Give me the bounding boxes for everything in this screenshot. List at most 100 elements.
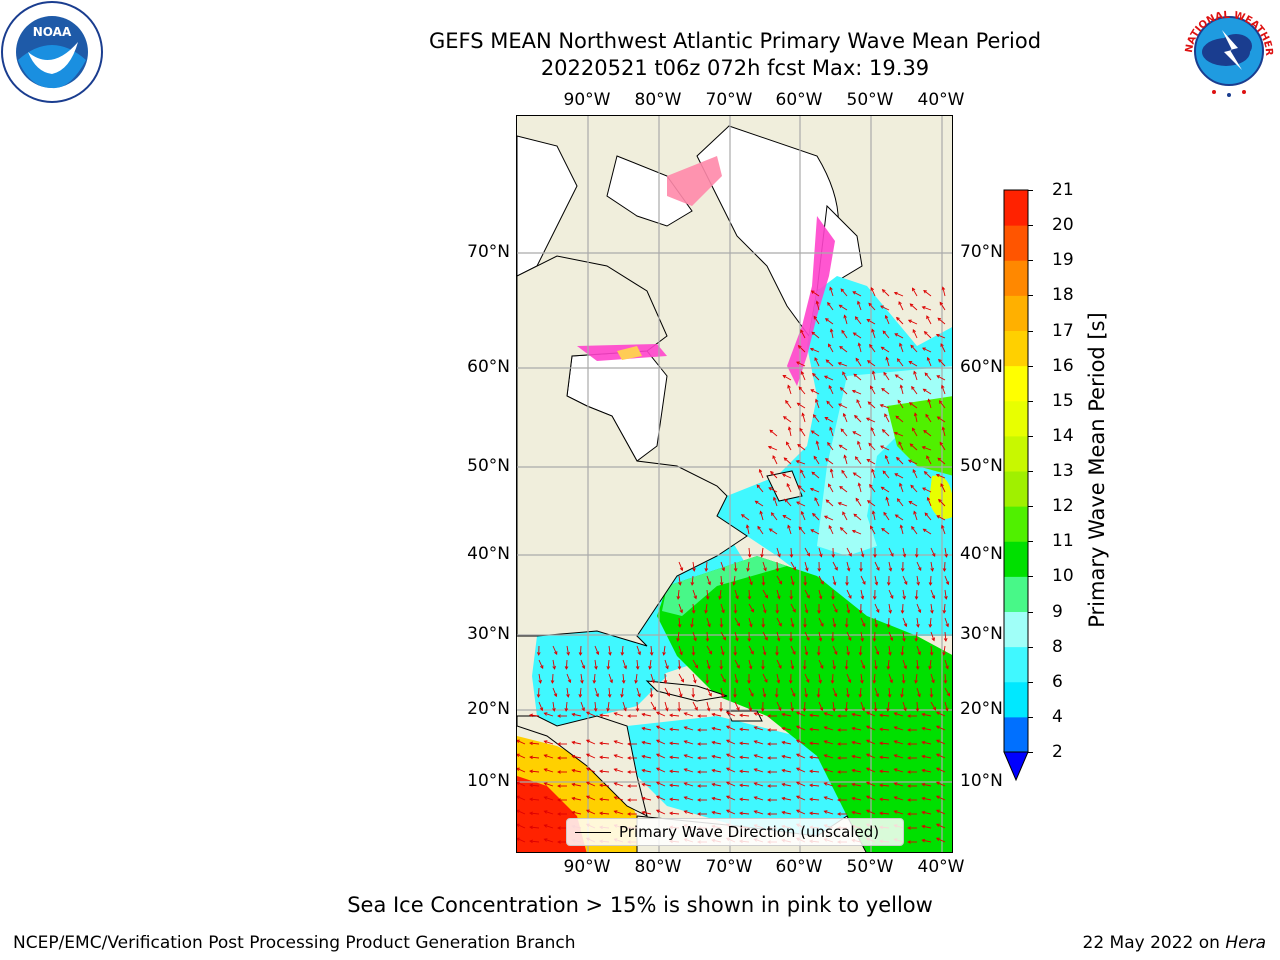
wave-arrow [855, 498, 862, 507]
wave-arrow-head [683, 768, 688, 772]
wave-arrow [852, 755, 862, 759]
wave-arrow [824, 417, 834, 423]
wave-arrow [899, 483, 904, 493]
wave-arrow-head [936, 416, 941, 420]
wave-arrow [874, 575, 878, 585]
wave-arrow-head [827, 441, 831, 446]
wave-arrow [872, 371, 876, 381]
wave-arrow-head [829, 468, 834, 473]
lat-label-right-10n: 10°N [960, 771, 1003, 791]
wave-arrow [894, 333, 904, 339]
wave-arrow [882, 289, 890, 297]
wave-arrow [894, 754, 904, 759]
lon-label-bottom-60w: 60°W [775, 857, 823, 877]
wave-arrow [762, 645, 766, 655]
wave-arrow-head [778, 580, 782, 585]
wave-arrow-head [585, 753, 590, 757]
wave-arrow-head [607, 694, 612, 698]
lon-label-bottom-70w: 70°W [705, 857, 753, 877]
wave-arrow-head [866, 319, 871, 323]
wave-arrow [734, 603, 737, 614]
wave-arrow-head [879, 713, 883, 718]
wave-arrow [747, 561, 750, 571]
wave-arrow-head [697, 798, 701, 802]
wave-arrow [692, 673, 696, 683]
wave-arrow [860, 547, 864, 557]
wave-arrow-head [606, 707, 610, 712]
wave-arrow [815, 399, 820, 409]
wave-arrow-head [753, 796, 758, 800]
wave-arrow-head [691, 694, 696, 698]
wave-arrow-head [733, 694, 737, 698]
wave-arrow [866, 795, 876, 801]
wave-arrow-head [899, 384, 904, 389]
wave-arrow [790, 687, 796, 697]
wave-arrow-head [693, 637, 697, 642]
wave-arrow-head [754, 500, 759, 505]
wave-arrow [565, 659, 568, 670]
wave-arrow-head [837, 502, 842, 506]
wave-arrow [798, 386, 806, 395]
wave-arrow [798, 345, 806, 353]
lat-label-right-60n: 60°N [960, 357, 1003, 377]
wave-arrow-head [773, 496, 777, 501]
wave-arrow-head [790, 707, 794, 712]
wave-arrow [894, 726, 904, 731]
wave-arrow-head [897, 399, 902, 404]
wave-arrow-head [865, 795, 870, 799]
wave-arrow [814, 357, 820, 367]
wave-arrow [726, 725, 736, 731]
wave-arrow-head [747, 554, 752, 558]
wave-arrow-head [599, 741, 603, 746]
wave-arrow-head [649, 652, 654, 656]
wave-arrow-head [828, 483, 832, 488]
wave-arrow [812, 373, 820, 381]
wave-arrow-head [613, 712, 618, 716]
wave-arrow [739, 756, 750, 759]
wave-arrow [936, 823, 946, 829]
wave-arrow-head [683, 754, 688, 758]
legend-line-icon [575, 832, 611, 833]
colorbar-segment [1004, 506, 1028, 542]
wave-arrow-head [690, 582, 695, 586]
wave-arrow [538, 673, 542, 683]
wave-arrow [544, 754, 554, 759]
wave-arrow [887, 617, 890, 628]
wave-arrow [741, 514, 750, 521]
ocean-yellow-spot [929, 475, 952, 519]
wave-arrow [846, 561, 850, 571]
wave-arrow [537, 687, 540, 698]
wave-arrow [712, 713, 722, 717]
wave-arrow-head [774, 694, 779, 698]
wave-arrow-head [881, 289, 886, 293]
wave-arrow [552, 659, 556, 669]
wave-arrow [517, 823, 526, 829]
wave-arrow-head [881, 387, 885, 392]
wave-arrow-head [823, 782, 828, 786]
wave-arrow-head [935, 753, 940, 757]
wave-arrow-head [652, 706, 656, 711]
wave-arrow-head [782, 375, 787, 379]
wave-arrow-head [740, 514, 745, 518]
wave-arrow-head [683, 726, 688, 730]
wave-arrow-head [894, 514, 899, 518]
wave-arrow-head [781, 712, 786, 717]
wave-arrow-head [676, 596, 681, 600]
wave-arrow [894, 712, 904, 717]
wave-arrow-head [854, 316, 859, 320]
wave-arrow [776, 701, 782, 711]
wave-arrow [748, 687, 754, 697]
wave-arrow [923, 290, 932, 297]
wave-arrow-head [823, 712, 828, 716]
wave-arrow-head [837, 812, 841, 816]
wave-arrow [867, 401, 876, 409]
wave-arrow [845, 701, 848, 712]
wave-arrow [572, 783, 582, 787]
wave-arrow [824, 768, 834, 773]
wave-arrow-head [876, 609, 880, 614]
wave-arrow-head [571, 810, 576, 815]
wave-arrow [852, 727, 862, 731]
wave-arrow-head [928, 582, 933, 586]
wave-arrow [866, 753, 876, 759]
wave-arrow-head [935, 739, 940, 743]
